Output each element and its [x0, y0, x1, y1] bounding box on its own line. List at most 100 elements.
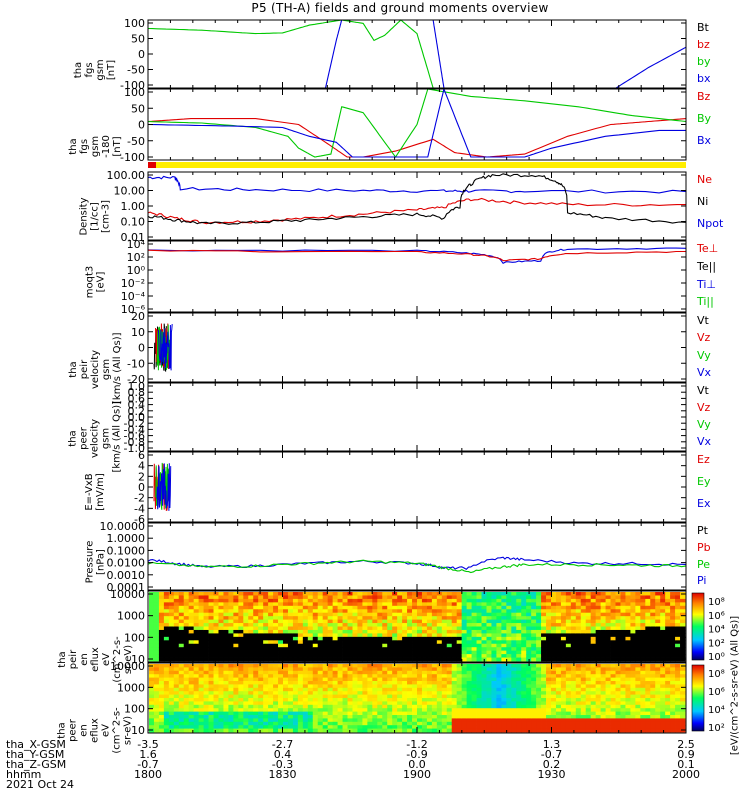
spectrogram-cell	[531, 691, 537, 695]
spectrogram-cell	[501, 640, 507, 645]
spectrogram-cell	[302, 602, 309, 607]
spectrogram-cell	[392, 681, 398, 685]
spectrogram-cell	[322, 626, 329, 631]
spectrogram-cell	[213, 698, 219, 702]
spectrogram-cell	[476, 657, 482, 662]
spectrogram-cell	[153, 711, 160, 716]
spectrogram-cell	[635, 698, 641, 702]
spectrogram-cell	[352, 602, 358, 607]
spectrogram-cell	[253, 636, 259, 641]
spectrogram-cell	[347, 694, 353, 699]
spectrogram-cell	[565, 687, 572, 692]
spectrogram-cell	[397, 681, 403, 685]
spectrogram-cell	[367, 677, 373, 682]
spectrogram-cell	[506, 595, 512, 600]
spectrogram-cell	[605, 654, 611, 658]
y-tick-label: -4	[134, 502, 145, 515]
spectrogram-cell	[287, 715, 294, 719]
spectrogram-cell	[218, 698, 224, 702]
spectrogram-cell	[620, 640, 626, 645]
spectrogram-cell	[357, 711, 363, 716]
spectrogram-cell	[446, 708, 453, 712]
spectrogram-cell	[357, 677, 363, 682]
spectrogram-cell	[263, 721, 269, 726]
spectrogram-cell	[183, 674, 190, 678]
spectrogram-cell	[407, 718, 413, 723]
spectrogram-cell	[501, 626, 507, 631]
spectrogram-cell	[426, 640, 433, 645]
spectrogram-cell	[327, 650, 334, 655]
spectrogram-cell	[402, 647, 408, 652]
spectrogram-cell	[347, 643, 353, 648]
spectrogram-cell	[307, 691, 314, 695]
spectrogram-cell	[243, 718, 249, 723]
spectrogram-cell	[635, 715, 641, 719]
spectrogram-cell	[456, 698, 463, 702]
spectrogram-cell	[476, 691, 482, 695]
spectrogram-cell	[531, 626, 537, 631]
spectrogram-cell	[501, 633, 507, 638]
spectrogram-cell	[620, 667, 626, 672]
spectrogram-cell	[560, 643, 567, 648]
spectrogram-cell	[461, 718, 468, 723]
spectrogram-cell	[168, 694, 175, 699]
spectrogram-cell	[347, 609, 353, 614]
spectrogram-cell	[675, 654, 681, 658]
spectrogram-cell	[665, 650, 671, 655]
spectrogram-cell	[570, 721, 577, 726]
spectrogram-cell	[546, 609, 552, 614]
spectrogram-cell	[630, 681, 636, 685]
spectrogram-cell	[620, 619, 626, 624]
spectrogram-cell	[600, 708, 606, 712]
spectrogram-cell	[352, 629, 358, 634]
spectrogram-cell	[417, 598, 423, 603]
spectrogram-cell	[511, 687, 517, 692]
spectrogram-cell	[357, 670, 363, 675]
spectrogram-cell	[555, 598, 562, 603]
spectrogram-cell	[555, 718, 562, 723]
spectrogram-peer_en_eflux	[149, 664, 686, 733]
spectrogram-cell	[476, 677, 482, 682]
spectrogram-cell	[680, 667, 686, 672]
spectrogram-cell	[615, 616, 621, 620]
spectrogram-cell	[585, 616, 592, 620]
spectrogram-cell	[312, 657, 319, 662]
spectrogram-cell	[362, 623, 368, 627]
spectrogram-cell	[466, 715, 472, 719]
spectrogram-cell	[407, 674, 413, 678]
spectrogram-cell	[397, 691, 403, 695]
spectrogram-cell	[312, 640, 319, 645]
spectrogram-cell	[208, 623, 214, 627]
spectrogram-cell	[665, 670, 671, 675]
spectrogram-cell	[506, 677, 512, 682]
spectrogram-cell	[158, 592, 165, 596]
spectrogram-cell	[407, 633, 413, 638]
spectrogram-cell	[377, 654, 383, 658]
spectrogram-cell	[491, 708, 497, 712]
spectrogram-cell	[461, 670, 468, 675]
spectrogram-cell	[302, 698, 309, 702]
spectrogram-cell	[223, 595, 229, 600]
spectrogram-cell	[213, 650, 219, 655]
spectrogram-cell	[570, 725, 577, 729]
spectrogram-cell	[645, 728, 651, 733]
spectrogram-cell	[228, 598, 234, 603]
spectrogram-cell	[407, 704, 413, 709]
spectrogram-cell	[297, 647, 304, 652]
spectrogram-cell	[670, 626, 676, 631]
y-tick-label: -0.6	[124, 430, 145, 443]
spectrogram-cell	[392, 684, 398, 689]
spectrogram-cell	[521, 602, 527, 607]
spectrogram-cell	[476, 698, 482, 702]
spectrogram-cell	[188, 636, 195, 641]
spectrogram-cell	[600, 674, 606, 678]
spectrogram-cell	[600, 704, 606, 709]
spectrogram-cell	[357, 629, 363, 634]
spectrogram-cell	[153, 609, 160, 614]
spectrogram-cell	[665, 691, 671, 695]
spectrogram-cell	[536, 619, 542, 624]
spectrogram-cell	[149, 616, 155, 620]
spectrogram-cell	[268, 602, 274, 607]
spectrogram-cell	[412, 725, 418, 729]
spectrogram-cell	[278, 647, 284, 652]
